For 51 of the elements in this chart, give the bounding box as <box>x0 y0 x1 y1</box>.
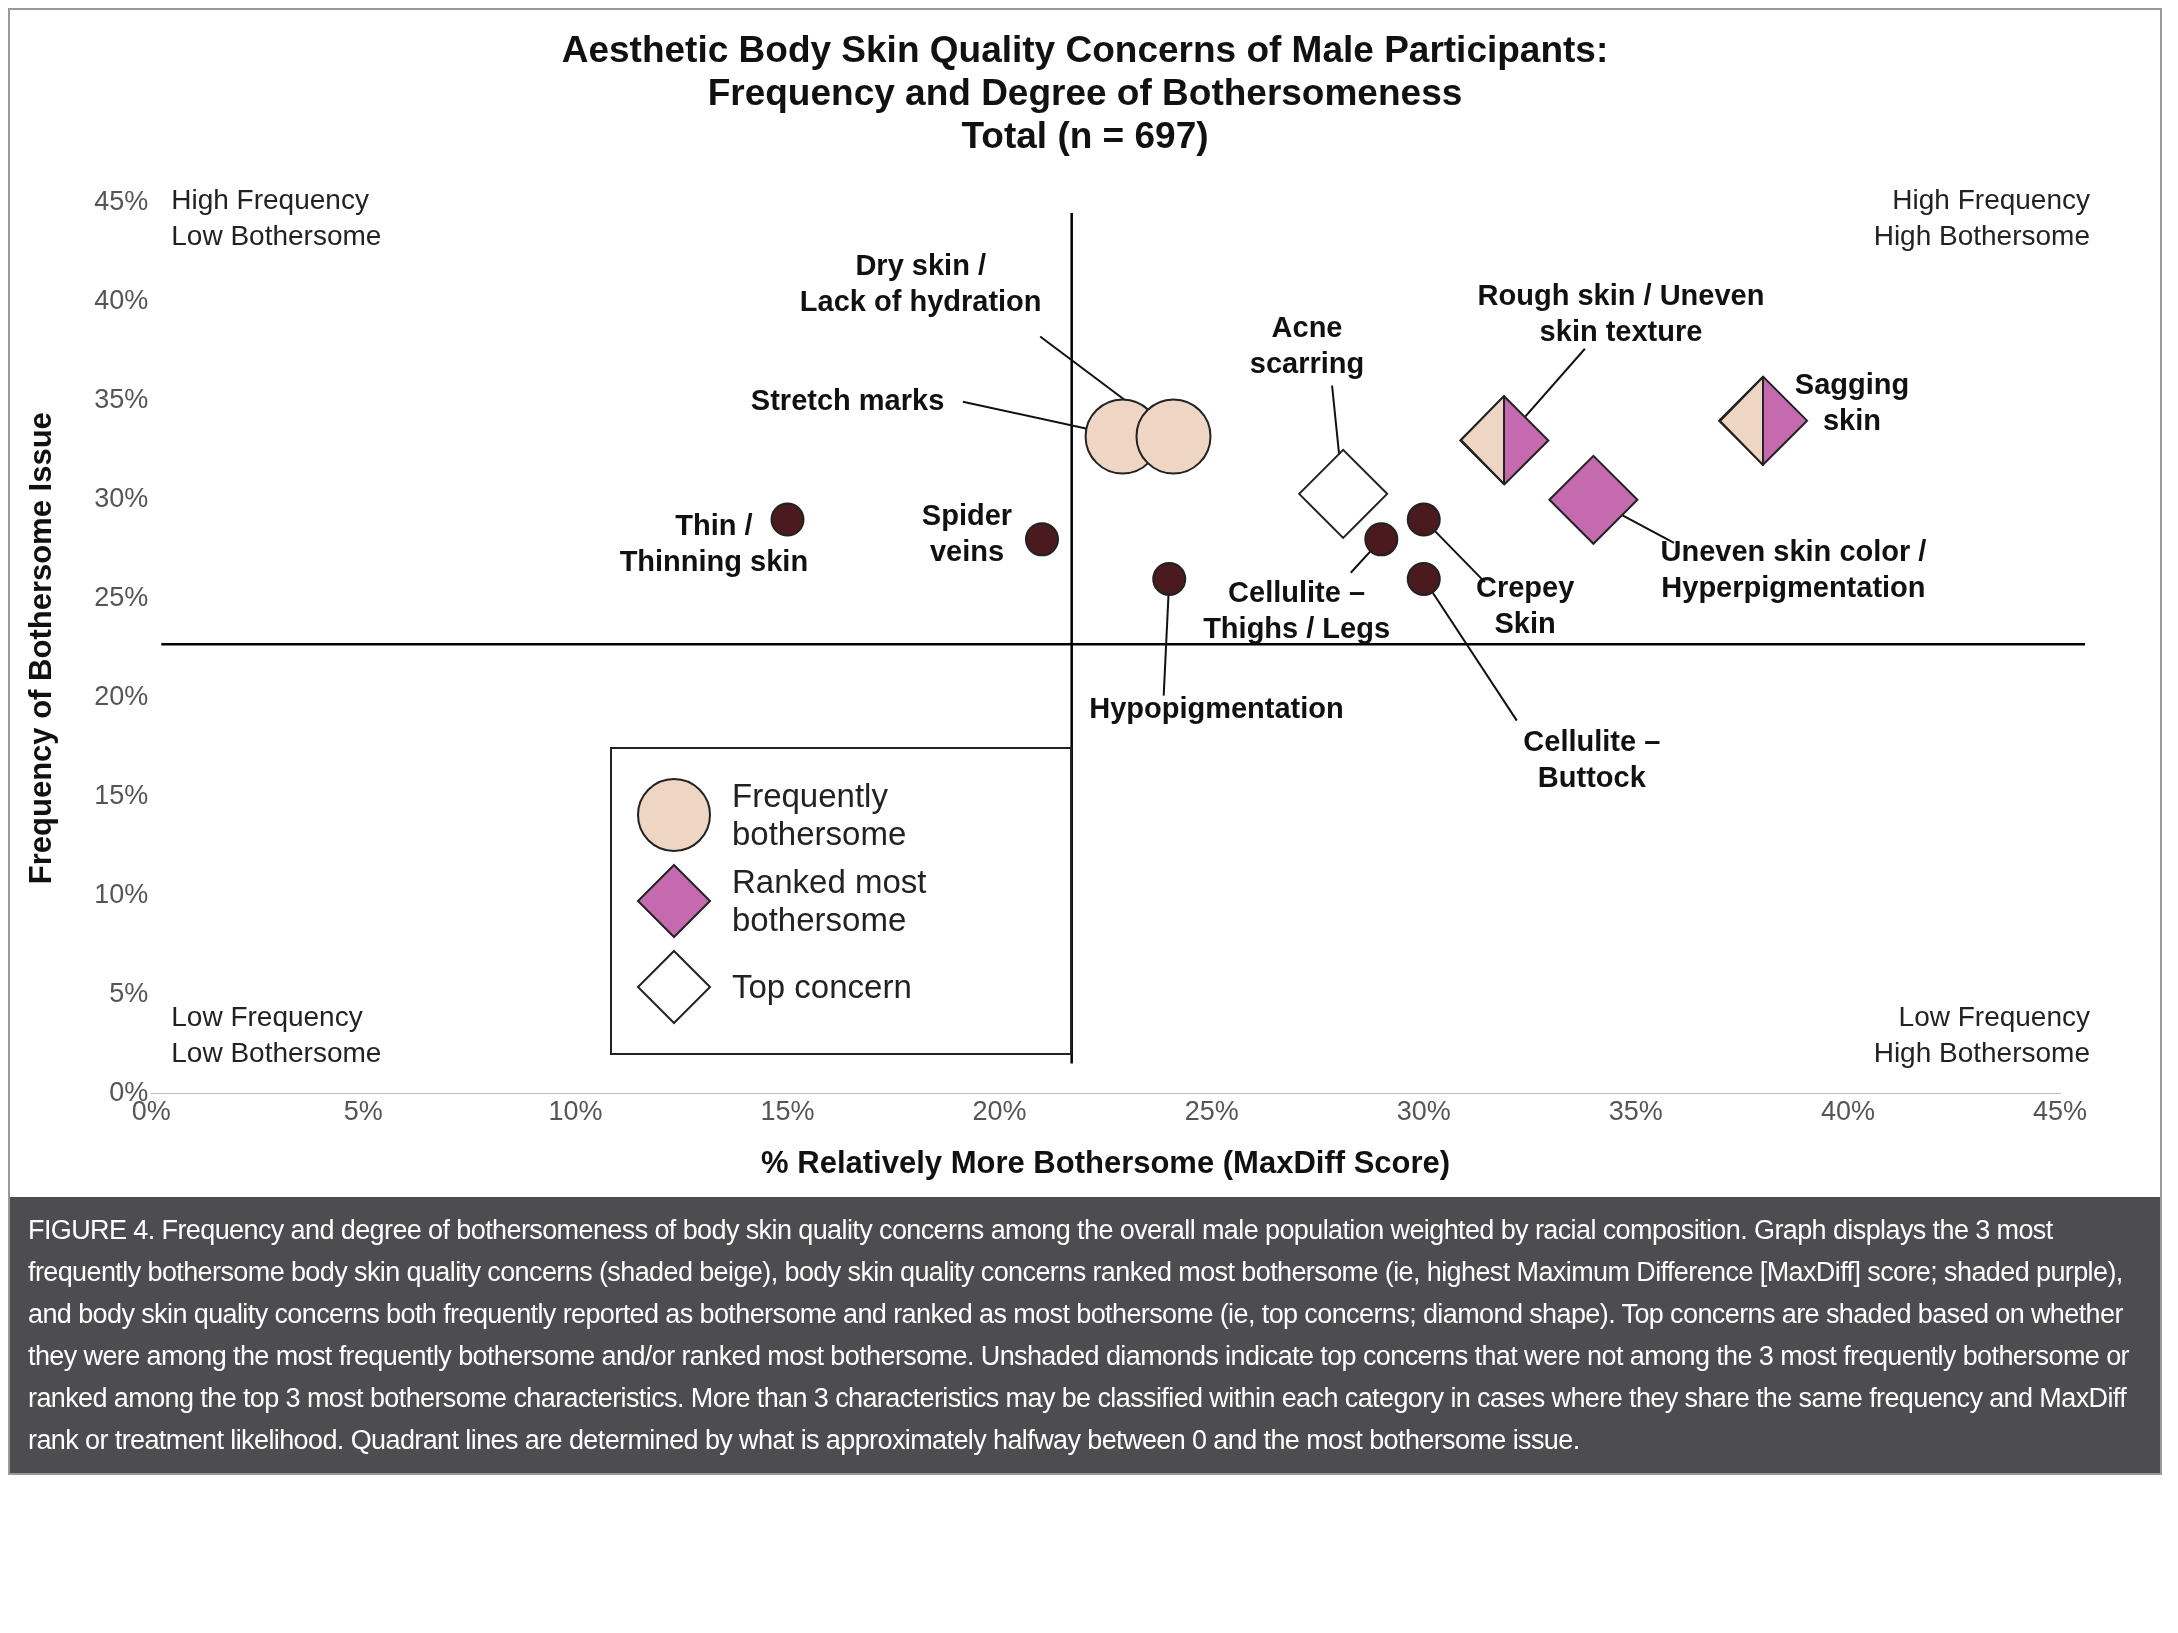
y-tick-label: 30% <box>94 483 149 514</box>
x-tick-label: 10% <box>548 1096 603 1127</box>
point <box>1298 448 1389 539</box>
point <box>1406 561 1441 596</box>
annotation: Uneven skin color / Hyperpigmentation <box>1660 534 1927 603</box>
chart-title: Aesthetic Body Skin Quality Concerns of Male Participants: Frequency and Degree of Bothersomeness <box>560 28 1610 114</box>
legend-label: Frequently bothersome <box>732 777 908 853</box>
annotation: Crepey Skin <box>1475 571 1575 640</box>
annotation: Low Frequency Low Bothersome <box>171 1001 382 1069</box>
x-tick-label: 25% <box>1184 1096 1239 1127</box>
x-tick-label: 20% <box>972 1096 1027 1127</box>
chart-subtitle: Total (n = 697) <box>960 114 1210 157</box>
x-tick-label: 15% <box>760 1096 815 1127</box>
x-tick-label: 40% <box>1820 1096 1875 1127</box>
x-tick-label: 30% <box>1396 1096 1451 1127</box>
annotation: Hypopigmentation <box>1089 691 1344 724</box>
annotation: Cellulite – Thighs / Legs <box>1203 575 1391 644</box>
legend-label: Top concern <box>732 968 913 1006</box>
annotation: High Frequency High Bothersome <box>1873 183 2090 251</box>
y-tick-label: 15% <box>94 780 149 811</box>
annotation: Rough skin / Uneven skin texture <box>1477 279 1765 348</box>
point <box>1024 522 1059 557</box>
annotation: Thin / Thinning skin <box>619 508 809 577</box>
y-tick-label: 40% <box>94 285 149 316</box>
annotation: Acne scarring <box>1249 310 1365 379</box>
point <box>1406 502 1441 537</box>
annotation: Cellulite – Buttock <box>1523 724 1661 793</box>
point <box>1548 454 1639 545</box>
caption: FIGURE 4. Frequency and degree of bothersomeness of body skin quality concerns among the overall male population weighted by racial composition. Graph displays the 3 most frequently bothersome body skin quality concerns (shaded beige), body skin quality concerns ranked most bothersome (ie, highest Maximum Difference [MaxDiff] score; shaded purple), and body skin quality concerns both frequently reported as bothersome and ranked as most bothersome (ie, top concerns; diamond shape). Top concerns are shaded based on whether they were among the most frequently bothersome and/or ranked most bothersome. Unshaded diamonds indicate top concerns that were not among the 3 most frequently bothersome or ranked among the top 3 most bothersome characteristics. More than 3 characteristics may be classified within each category in cases where they share the same frequency and MaxDiff rank or treatment likelihood. Quadrant lines are determined by what is approximately halfway between 0 and the most bothersome issue. <box>10 1197 2160 1473</box>
point <box>1364 522 1399 557</box>
y-tick-label: 35% <box>94 384 149 415</box>
legend-label: Ranked most bothersome <box>732 863 928 939</box>
annotation: Dry skin / Lack of hydration <box>799 249 1042 318</box>
point <box>1152 561 1187 596</box>
y-tick-label: 25% <box>94 582 149 613</box>
y-tick-label: 45% <box>94 186 149 217</box>
x-tick-label: 5% <box>343 1096 383 1127</box>
annotation: High Frequency Low Bothersome <box>171 183 382 251</box>
annotation: Low Frequency High Bothersome <box>1873 1001 2090 1069</box>
x-tick-label: 35% <box>1608 1096 1663 1127</box>
annotation: Stretch marks <box>750 383 945 416</box>
annotation: Spider veins <box>921 499 1013 568</box>
annotation: Sagging skin <box>1794 367 1910 436</box>
point <box>770 502 805 537</box>
point <box>1135 398 1212 475</box>
y-tick-label: 5% <box>109 977 149 1008</box>
y-tick-label: 10% <box>94 878 149 909</box>
x-tick-label: 45% <box>2032 1096 2088 1127</box>
x-axis-title: % Relatively More Bothersome (MaxDiff Score) <box>761 1144 1451 1180</box>
y-tick-label: 20% <box>94 681 149 712</box>
y-axis-title: Frequency of Bothersome Issue <box>23 412 59 885</box>
